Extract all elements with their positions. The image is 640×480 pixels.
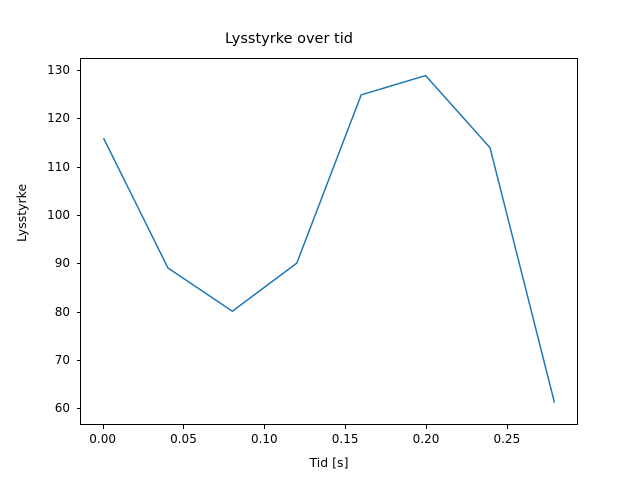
y-tick-label: 120 xyxy=(47,111,70,126)
y-tick-label: 100 xyxy=(47,207,70,222)
y-tick-mark xyxy=(76,408,80,410)
y-tick-label: 90 xyxy=(54,256,70,271)
x-tick-label: 0.20 xyxy=(412,432,440,446)
x-tick-mark xyxy=(345,425,347,429)
y-tick-mark xyxy=(76,263,80,265)
y-axis-label: Lysstyrke xyxy=(14,183,29,242)
y-tick-label: 130 xyxy=(47,62,70,77)
y-tick-label: 110 xyxy=(47,159,70,174)
y-tick-mark xyxy=(76,69,80,71)
x-tick-mark xyxy=(506,425,508,429)
x-tick-label: 0.15 xyxy=(331,432,359,446)
plot-axes-area xyxy=(80,58,578,425)
line-series-svg xyxy=(102,74,556,403)
y-tick-mark xyxy=(76,118,80,120)
x-tick-mark xyxy=(264,425,266,429)
chart-title: Lysstyrke over tid xyxy=(0,30,640,48)
x-tick-label: 0.10 xyxy=(250,432,278,446)
y-tick-mark xyxy=(76,359,80,361)
y-tick-mark xyxy=(76,311,80,313)
x-axis-label: Tid [s] xyxy=(309,455,349,470)
x-tick-label: 0.25 xyxy=(493,432,521,446)
x-tick-mark xyxy=(102,425,104,429)
x-tick-label: 0.05 xyxy=(170,432,197,446)
y-tick-label: 70 xyxy=(54,352,70,367)
y-tick-label: 60 xyxy=(54,401,70,416)
y-tick-mark xyxy=(76,214,80,216)
y-tick-label: 80 xyxy=(54,304,70,319)
x-tick-label: 0.00 xyxy=(89,432,116,446)
y-tick-mark xyxy=(76,166,80,168)
x-tick-mark xyxy=(426,425,427,429)
x-tick-mark xyxy=(183,425,185,429)
chart-title-text: Lysstyrke over tid xyxy=(225,31,353,47)
line-series-path xyxy=(102,74,556,403)
